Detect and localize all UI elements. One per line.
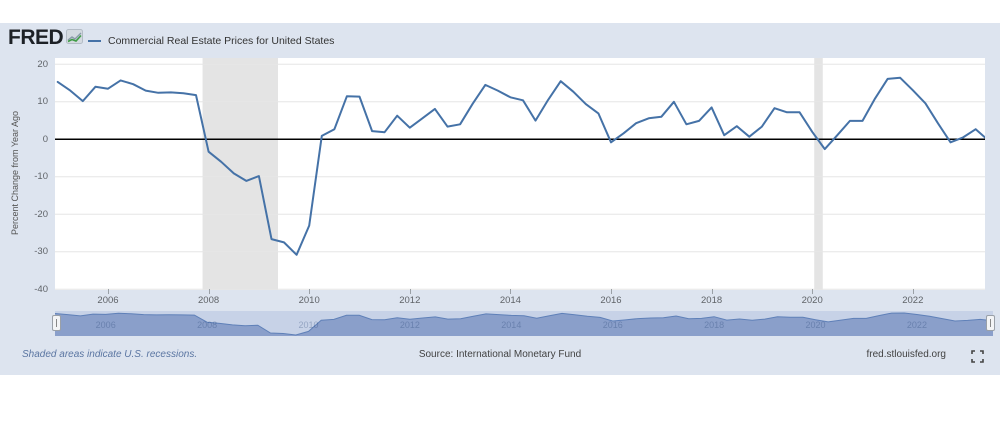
navigator-year-label: 2022 (907, 320, 927, 330)
y-tick-label: -20 (0, 209, 48, 220)
x-tick-label: 2016 (591, 295, 631, 306)
fred-logo[interactable]: FRED (8, 27, 83, 49)
x-tick-mark (611, 289, 612, 294)
y-tick-label: -10 (0, 171, 48, 182)
navigator-year-label: 2006 (96, 320, 116, 330)
x-tick-label: 2020 (792, 295, 832, 306)
y-tick-label: -30 (0, 246, 48, 257)
navigator-year-label: 2014 (501, 320, 521, 330)
x-tick-mark (108, 289, 109, 294)
x-tick-label: 2010 (289, 295, 329, 306)
y-tick-label: 0 (0, 134, 48, 145)
x-tick-label: 2018 (692, 295, 732, 306)
x-tick-mark (913, 289, 914, 294)
x-tick-mark (410, 289, 411, 294)
legend-label: Commercial Real Estate Prices for United… (108, 35, 334, 47)
site-link[interactable]: fred.stlouisfed.org (867, 349, 947, 360)
navigator-year-label: 2020 (806, 320, 826, 330)
series-legend[interactable]: Commercial Real Estate Prices for United… (88, 35, 334, 47)
plot-area[interactable] (55, 58, 985, 290)
source-text: Source: International Monetary Fund (0, 349, 1000, 360)
fred-graph-widget: FRED Commercial Real Estate Prices for U… (0, 0, 1000, 428)
y-tick-label: 20 (0, 59, 48, 70)
navigator-right-handle[interactable] (986, 315, 995, 331)
navigator-year-label: 2012 (400, 320, 420, 330)
x-tick-label: 2012 (390, 295, 430, 306)
x-tick-label: 2006 (88, 295, 128, 306)
series-line-chart (55, 58, 985, 290)
recession-band (203, 58, 278, 290)
x-tick-mark (510, 289, 511, 294)
x-tick-mark (209, 289, 210, 294)
line-chart-icon (66, 29, 83, 49)
navigator-year-label: 2010 (298, 320, 318, 330)
y-tick-label: -40 (0, 284, 48, 295)
navigator-year-label: 2018 (704, 320, 724, 330)
navigator-year-label: 2016 (603, 320, 623, 330)
legend-line-sample (88, 40, 101, 42)
navigator-area-chart: 2006 2008 2010 2012 2014 2016 2018 2020 2022 (55, 311, 993, 336)
navigator-year-label: 2008 (197, 320, 217, 330)
x-tick-mark (309, 289, 310, 294)
range-navigator[interactable]: 2006 2008 2010 2012 2014 2016 2018 2020 2022 (55, 311, 993, 336)
x-tick-mark (712, 289, 713, 294)
x-tick-label: 2008 (189, 295, 229, 306)
recession-band (814, 58, 823, 290)
fred-logo-text: FRED (8, 28, 63, 48)
series-line (58, 78, 985, 255)
x-tick-label: 2014 (490, 295, 530, 306)
fullscreen-icon[interactable] (971, 350, 984, 363)
y-tick-label: 10 (0, 96, 48, 107)
x-tick-mark (812, 289, 813, 294)
x-tick-label: 2022 (893, 295, 933, 306)
navigator-left-handle[interactable] (52, 315, 61, 331)
